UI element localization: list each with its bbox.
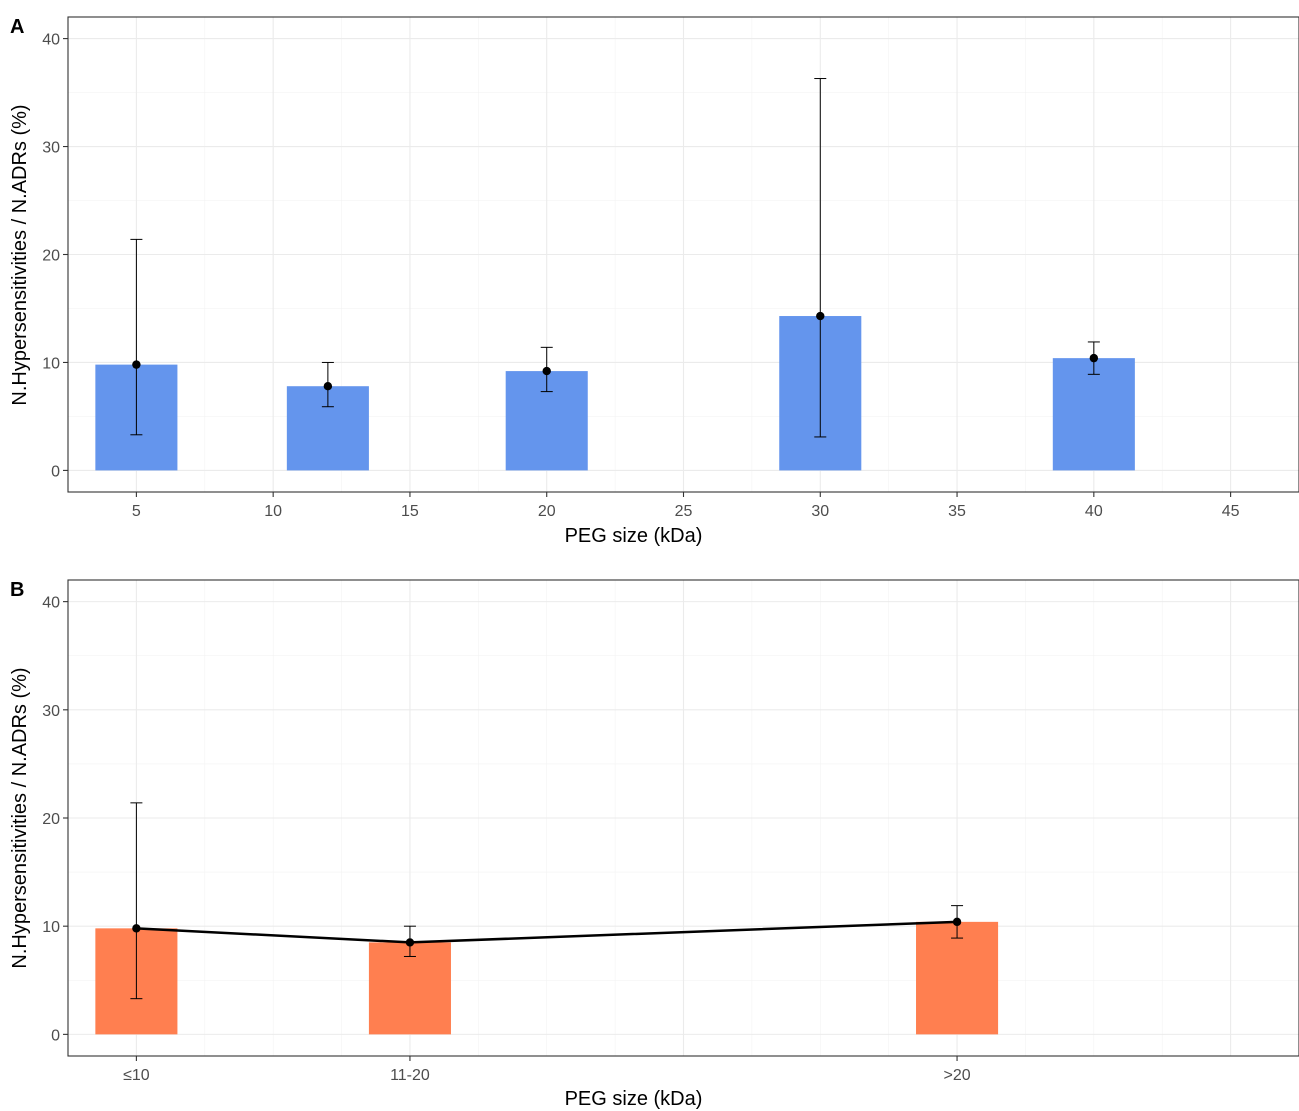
data-point xyxy=(952,917,962,927)
data-point xyxy=(132,924,141,933)
x-axis-title: PEG size (kDa) xyxy=(565,1088,703,1110)
x-tick-label: 40 xyxy=(1085,503,1103,520)
x-tick-label: 5 xyxy=(132,503,141,520)
y-tick-label: 20 xyxy=(42,811,60,828)
x-tick-label: 35 xyxy=(948,503,966,520)
bar xyxy=(368,942,451,1035)
bar xyxy=(916,921,999,1035)
y-tick-label: 0 xyxy=(51,463,60,480)
data-point xyxy=(132,360,141,369)
x-axis-title: PEG size (kDa) xyxy=(565,525,703,547)
grid xyxy=(68,580,1299,1056)
data-point xyxy=(405,938,415,947)
error-bar xyxy=(814,78,827,438)
x-tick-label: 25 xyxy=(675,503,693,520)
y-tick-label: 0 xyxy=(51,1027,60,1044)
bar xyxy=(1052,358,1135,471)
data-point xyxy=(542,366,551,376)
x-tick-label: ≤10 xyxy=(123,1067,150,1084)
y-tick-label: 10 xyxy=(42,355,60,372)
y-axis-title: N.Hypersensitivities / N.ADRs (%) xyxy=(9,104,31,405)
y-tick-label: 40 xyxy=(42,32,60,49)
error-bar xyxy=(130,238,143,436)
data-point xyxy=(1089,353,1099,363)
error-bar xyxy=(130,802,143,1000)
x-tick-label: >20 xyxy=(943,1067,970,1084)
x-tick-label: 11-20 xyxy=(390,1067,430,1084)
x-tick-label: 30 xyxy=(811,503,829,520)
data-point xyxy=(816,311,825,321)
panel-label: B xyxy=(10,579,24,601)
x-tick-label: 45 xyxy=(1222,503,1240,520)
x-tick-label: 10 xyxy=(264,503,282,520)
y-tick-label: 20 xyxy=(42,248,60,265)
y-tick-label: 30 xyxy=(42,703,60,720)
x-tick-label: 20 xyxy=(538,503,556,520)
y-tick-label: 10 xyxy=(42,919,60,936)
y-tick-label: 40 xyxy=(42,595,60,612)
panel-a: 0 10 20 30 40 5 10 15 20 25 30 35 40 45 PEG size (kDa)… xyxy=(9,16,1299,547)
y-tick-label: 30 xyxy=(42,140,60,157)
y-axis-title: N.Hypersensitivities / N.ADRs (%) xyxy=(9,667,31,968)
data-point xyxy=(323,382,333,391)
panel-b: 0 10 20 30 40 ≤10 11-20 >20 PEG size (kDa) N.Hype… xyxy=(9,579,1299,1110)
panel-label: A xyxy=(10,16,24,38)
x-tick-label: 15 xyxy=(401,503,419,520)
